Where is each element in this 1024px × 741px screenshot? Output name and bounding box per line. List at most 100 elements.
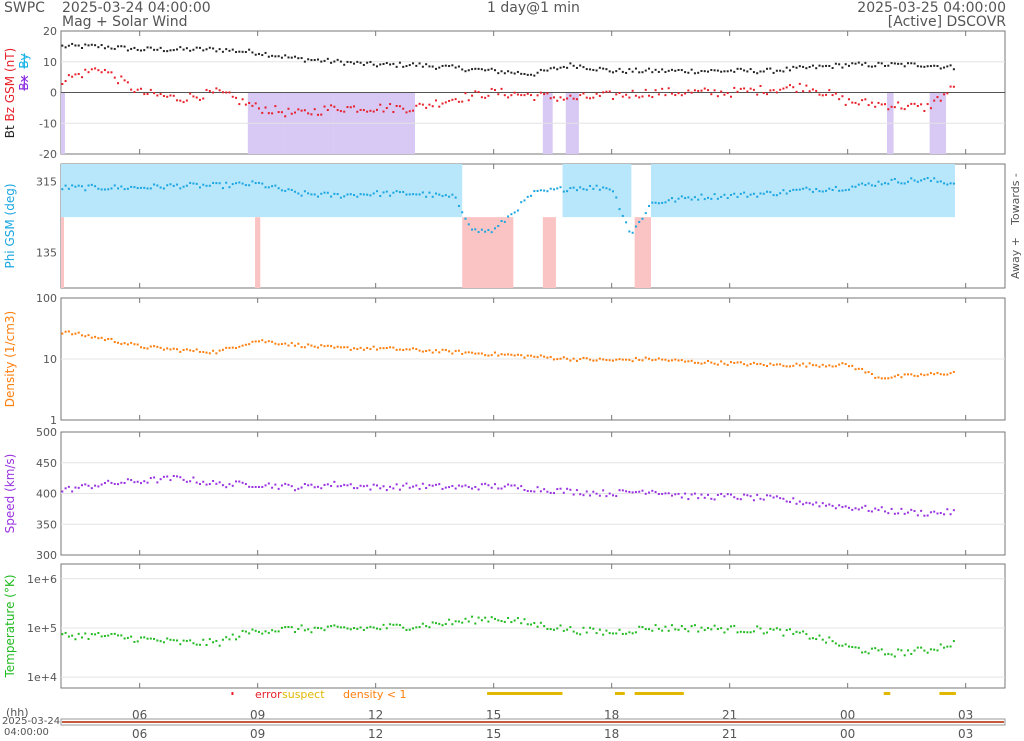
phi-point — [618, 208, 621, 211]
bt-point — [297, 57, 300, 60]
phi-point — [638, 221, 641, 224]
density-point — [657, 357, 660, 360]
y-tick-label: 100 — [36, 292, 57, 305]
density-point — [228, 346, 231, 349]
temperature-point — [788, 628, 791, 631]
density-point — [625, 358, 628, 361]
bz-point — [451, 98, 454, 101]
speed-point — [228, 483, 231, 486]
phi-point — [690, 198, 693, 201]
x-tick-label: 18 — [604, 708, 619, 722]
suspect-flag-mark — [939, 692, 956, 695]
speed-point — [910, 508, 913, 511]
density-point — [723, 362, 726, 365]
phi-point — [84, 189, 87, 192]
density-point — [736, 361, 739, 364]
temperature-point — [552, 628, 555, 631]
density-point — [500, 353, 503, 356]
temperature-point — [71, 634, 74, 637]
bt-point — [552, 66, 555, 69]
time-span: 1 day@1 min — [487, 0, 580, 16]
speed-point — [903, 512, 906, 515]
speed-point — [644, 492, 647, 495]
bz-point — [815, 89, 818, 92]
temperature-point — [579, 633, 582, 636]
density-point — [257, 340, 260, 343]
density-point — [638, 358, 641, 361]
bz-point — [739, 87, 742, 90]
bz-point — [641, 95, 644, 98]
bz-point — [359, 108, 362, 111]
bt-point — [634, 67, 637, 70]
phi-point — [644, 212, 647, 215]
density-point — [103, 339, 106, 342]
bz-point — [903, 108, 906, 111]
temperature-point — [274, 630, 277, 633]
speed-point — [798, 500, 801, 503]
temperature-point — [808, 637, 811, 640]
temperature-point — [703, 629, 706, 632]
bt-point — [149, 46, 152, 49]
phi-point — [736, 195, 739, 198]
bz-point — [484, 96, 487, 99]
speed-point — [602, 489, 605, 492]
bz-point — [195, 96, 198, 99]
bz-point — [261, 111, 264, 114]
phi-point — [97, 187, 100, 190]
temperature-point — [382, 623, 385, 626]
bz-point — [375, 108, 378, 111]
x-tick-label: 03 — [958, 708, 973, 722]
speed-point — [441, 487, 444, 490]
bt-point — [185, 47, 188, 50]
y-tick-label: 1e+4 — [27, 671, 57, 684]
density-point — [707, 359, 710, 362]
speed-point — [71, 490, 74, 493]
bz-point — [736, 90, 739, 93]
bz-point — [346, 106, 349, 109]
temperature-point — [389, 623, 392, 626]
phi-point — [906, 180, 909, 183]
bt-point — [720, 70, 723, 73]
bz-point — [421, 103, 424, 106]
speed-point — [176, 475, 179, 478]
speed-point — [539, 490, 542, 493]
phi-point — [592, 187, 595, 190]
bt-point — [838, 63, 841, 66]
speed-point — [330, 484, 333, 487]
phi-point — [838, 189, 841, 192]
y-tick-label: 135 — [36, 247, 57, 260]
bt-point — [805, 67, 808, 70]
speed-point — [123, 481, 126, 484]
bt-point — [284, 54, 287, 57]
phi-point — [595, 184, 598, 187]
bt-point — [126, 49, 129, 52]
bz-point — [405, 111, 408, 114]
temperature-point — [693, 624, 696, 627]
phi-point — [372, 192, 375, 195]
temperature-point — [582, 626, 585, 629]
temperature-point — [366, 626, 369, 629]
density-point — [277, 343, 280, 346]
bt-point — [707, 70, 710, 73]
bz-point — [926, 103, 929, 106]
bt-point — [339, 60, 342, 63]
phi-point — [556, 187, 559, 190]
phi-point — [126, 187, 129, 190]
bz-point — [330, 104, 333, 107]
speed-point — [244, 483, 247, 486]
bz-point — [910, 102, 913, 105]
bz-point — [336, 109, 339, 112]
bz-point — [166, 95, 169, 98]
temperature-point — [428, 626, 431, 629]
bz-point — [654, 89, 657, 92]
bz-point — [208, 90, 211, 93]
phi-point — [687, 196, 690, 199]
phi-point — [743, 191, 746, 194]
speed-point — [897, 512, 900, 515]
y-tick-label: 450 — [36, 457, 57, 470]
bt-point — [661, 68, 664, 71]
phi-point — [611, 190, 614, 193]
flag-error-label: error — [255, 688, 282, 701]
bt-point — [120, 45, 123, 48]
bt-point — [808, 65, 811, 68]
